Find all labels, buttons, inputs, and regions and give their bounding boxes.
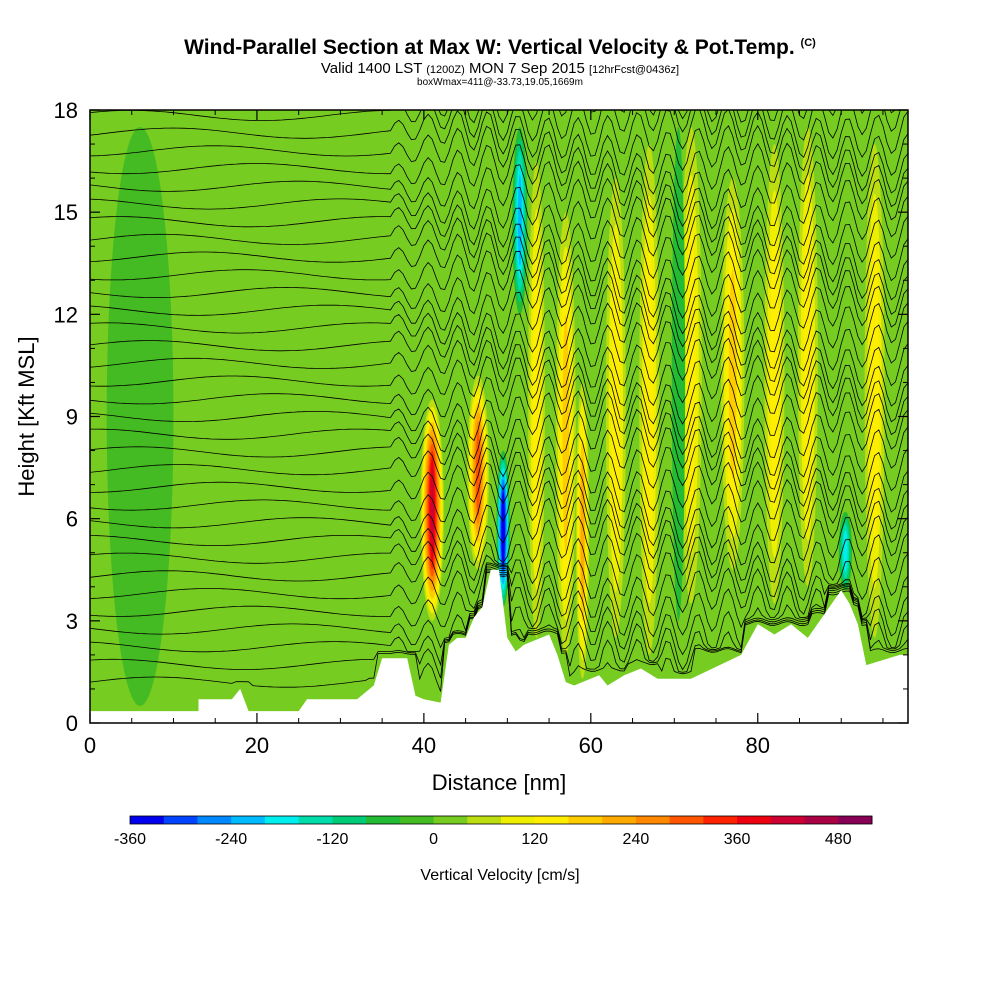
colorbar-swatch [264,816,300,824]
colorbar-swatch [197,816,232,824]
colorbar-swatch [703,816,738,824]
valid-date: MON 7 Sep 2015 [468,60,585,77]
colorbar-swatch [602,816,637,824]
forecast-label: [12hrFcst@0436z] [589,64,680,76]
chart-subtitle: Valid 1400 LST (1200Z) MON 7 Sep 2015 [1… [0,60,1000,77]
isentrope-line [90,321,908,372]
y-axis-title: Height [Kft MSL] [14,336,39,496]
velocity-band [190,127,291,706]
isentrope-line [90,214,908,266]
colorbar-label: 480 [825,831,852,848]
colorbar-label: 360 [724,831,751,848]
colorbar-swatch [433,816,468,824]
x-tick-label: 0 [84,733,96,758]
isentrope-line [90,110,908,160]
colorbar-label: -240 [215,831,247,848]
colorbar-label: 240 [623,831,650,848]
colorbar-swatch [804,816,839,824]
y-tick-label: 9 [66,405,78,430]
isentrope-line [90,177,908,230]
isentrope-line [90,461,908,514]
isentrope-line [90,444,908,496]
isentrope-line [90,532,908,585]
x-tick-label: 20 [245,733,269,758]
colorbar-swatch [366,816,401,824]
colorbar-swatch [399,816,435,824]
velocity-band [532,256,541,543]
y-tick-label: 6 [66,507,78,532]
colorbar-swatch [332,816,367,824]
isentrope-line [90,354,908,407]
colorbar-frame [129,815,873,825]
valid-zulu: (1200Z) [426,64,465,76]
isentrope-line [90,390,908,443]
colorbar-swatch [231,816,266,824]
isentrope-line [90,562,908,619]
x-tick-label: 80 [746,733,770,758]
isentrope-line [438,110,896,124]
colorbar-title: Vertical Velocity [cm/s] [420,867,579,884]
y-tick-label: 0 [66,711,78,736]
isentrope-line [90,110,901,142]
x-tick-label: 60 [579,733,603,758]
valid-time: Valid 1400 LST [320,60,423,77]
box-info: boxWmax=411@-33.73,19.05,1669m [417,77,583,88]
isentrope-line [90,564,908,638]
isentrope-line [90,160,908,213]
colorbar-swatch [534,816,569,824]
copyright-mark: (C) [800,37,816,49]
colorbar-swatch [467,816,502,824]
heatmap-field [90,110,908,723]
isentrope-line [90,284,908,337]
colorbar-swatch [635,816,671,824]
isentrope-line [90,408,908,461]
isentrope-line [90,248,908,301]
isentrope-line [90,514,908,567]
velocity-band [728,269,737,479]
colorbar-swatch [163,816,198,824]
velocity-band [562,315,570,552]
colorbar-swatch [838,816,873,824]
y-tick-label: 18 [54,98,78,123]
isentrope-line [90,426,908,479]
isentrope-line [90,478,908,532]
isentrope-line [90,496,908,549]
y-tick-label: 15 [54,200,78,225]
y-tick-label: 3 [66,609,78,634]
isentrope-line [90,196,908,248]
terrain-mask [90,569,908,723]
colorbar-label: 120 [521,831,548,848]
velocity-band [106,127,174,706]
colorbar-swatch [501,816,536,824]
isentrope-line [90,267,908,319]
isentrope-line [90,337,908,390]
isentrope-line [90,231,908,284]
colorbar-label: -360 [114,831,146,848]
velocity-band [502,496,505,562]
colorbar-swatch [298,816,333,824]
colorbar-swatch [130,816,165,824]
colorbar-swatch [568,816,603,824]
colorbar-swatch [770,816,806,824]
isentrope-line [90,142,908,195]
isentrope-line [90,124,908,177]
velocity-band [770,236,779,512]
isentrope-line [90,302,908,355]
x-axis-title: Distance [nm] [432,770,567,795]
chart-title: Wind-Parallel Section at Max W: Vertical… [0,36,1000,60]
colorbar-swatch [737,816,772,824]
colorbar-label: -120 [316,831,348,848]
chart-title-text: Wind-Parallel Section at Max W: Vertical… [184,36,795,59]
colorbar-label: 0 [429,831,438,848]
velocity-band [517,174,522,267]
y-tick-label: 12 [54,302,78,327]
velocity-band [671,127,686,621]
isentrope-line [90,372,908,425]
x-tick-label: 40 [412,733,436,758]
colorbar-swatch [669,816,704,824]
isentrope-line [90,551,908,602]
